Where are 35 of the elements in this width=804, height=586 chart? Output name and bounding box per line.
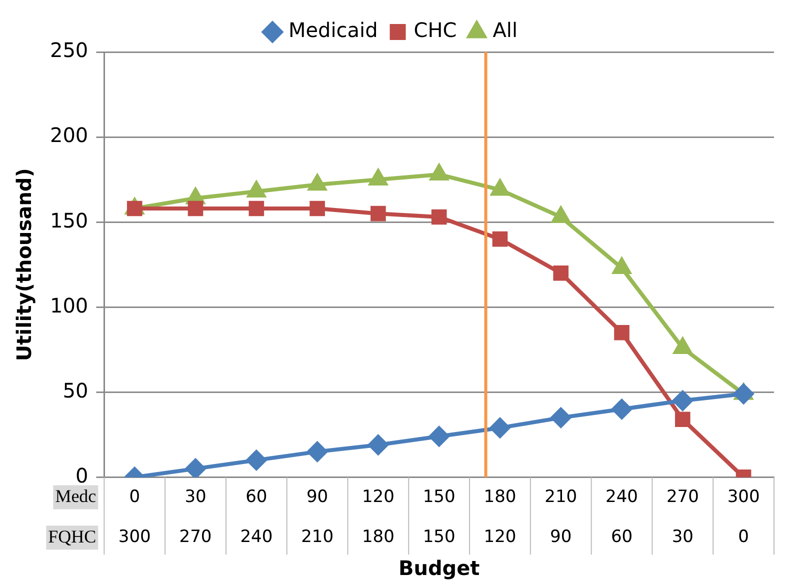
x-tick-label: 0 bbox=[129, 486, 140, 507]
x-tick-label: 30 bbox=[184, 486, 206, 507]
x-tick-label: 300 bbox=[727, 486, 760, 507]
x2-tick-label: 0 bbox=[738, 527, 749, 548]
x-tick-label: 240 bbox=[606, 486, 638, 507]
x2-tick-label: 60 bbox=[610, 527, 633, 548]
x-tick-label: 60 bbox=[246, 486, 268, 507]
x2-tick-label: 300 bbox=[118, 527, 151, 548]
y-tick-label: 150 bbox=[50, 208, 88, 232]
legend-label: CHC bbox=[414, 18, 457, 42]
y-tick-label: 250 bbox=[50, 38, 88, 62]
legend-label: All bbox=[492, 18, 518, 42]
x-tick-label: 210 bbox=[544, 486, 578, 507]
x-tick-label: 90 bbox=[306, 486, 328, 507]
x-tick-label: 150 bbox=[422, 486, 456, 507]
y-tick-label: 0 bbox=[75, 463, 88, 488]
x2-tick-label: 150 bbox=[422, 527, 456, 548]
x-tick-label: 120 bbox=[362, 486, 394, 507]
x2-tick-label: 270 bbox=[179, 527, 212, 548]
x2-tick-label: 120 bbox=[484, 527, 516, 548]
text: FQHC bbox=[48, 526, 96, 546]
text: Medc bbox=[55, 486, 96, 506]
x2-tick-label: 30 bbox=[672, 527, 694, 548]
legend-label: Medicaid bbox=[288, 18, 378, 42]
x2-tick-label: 240 bbox=[240, 527, 273, 548]
y-tick-label: 200 bbox=[50, 123, 88, 148]
x2-tick-label: 90 bbox=[550, 527, 572, 548]
x2-tick-label: 210 bbox=[301, 527, 334, 548]
x-tick-label: 270 bbox=[666, 486, 699, 507]
y-axis-title: Utility(thousand) bbox=[12, 168, 36, 362]
x2-tick-label: 180 bbox=[362, 527, 394, 548]
x-axis-title: Budget bbox=[398, 556, 480, 580]
y-tick-label: 100 bbox=[50, 293, 88, 318]
y-tick-label: 50 bbox=[62, 378, 88, 402]
x-tick-label: 180 bbox=[484, 486, 516, 507]
